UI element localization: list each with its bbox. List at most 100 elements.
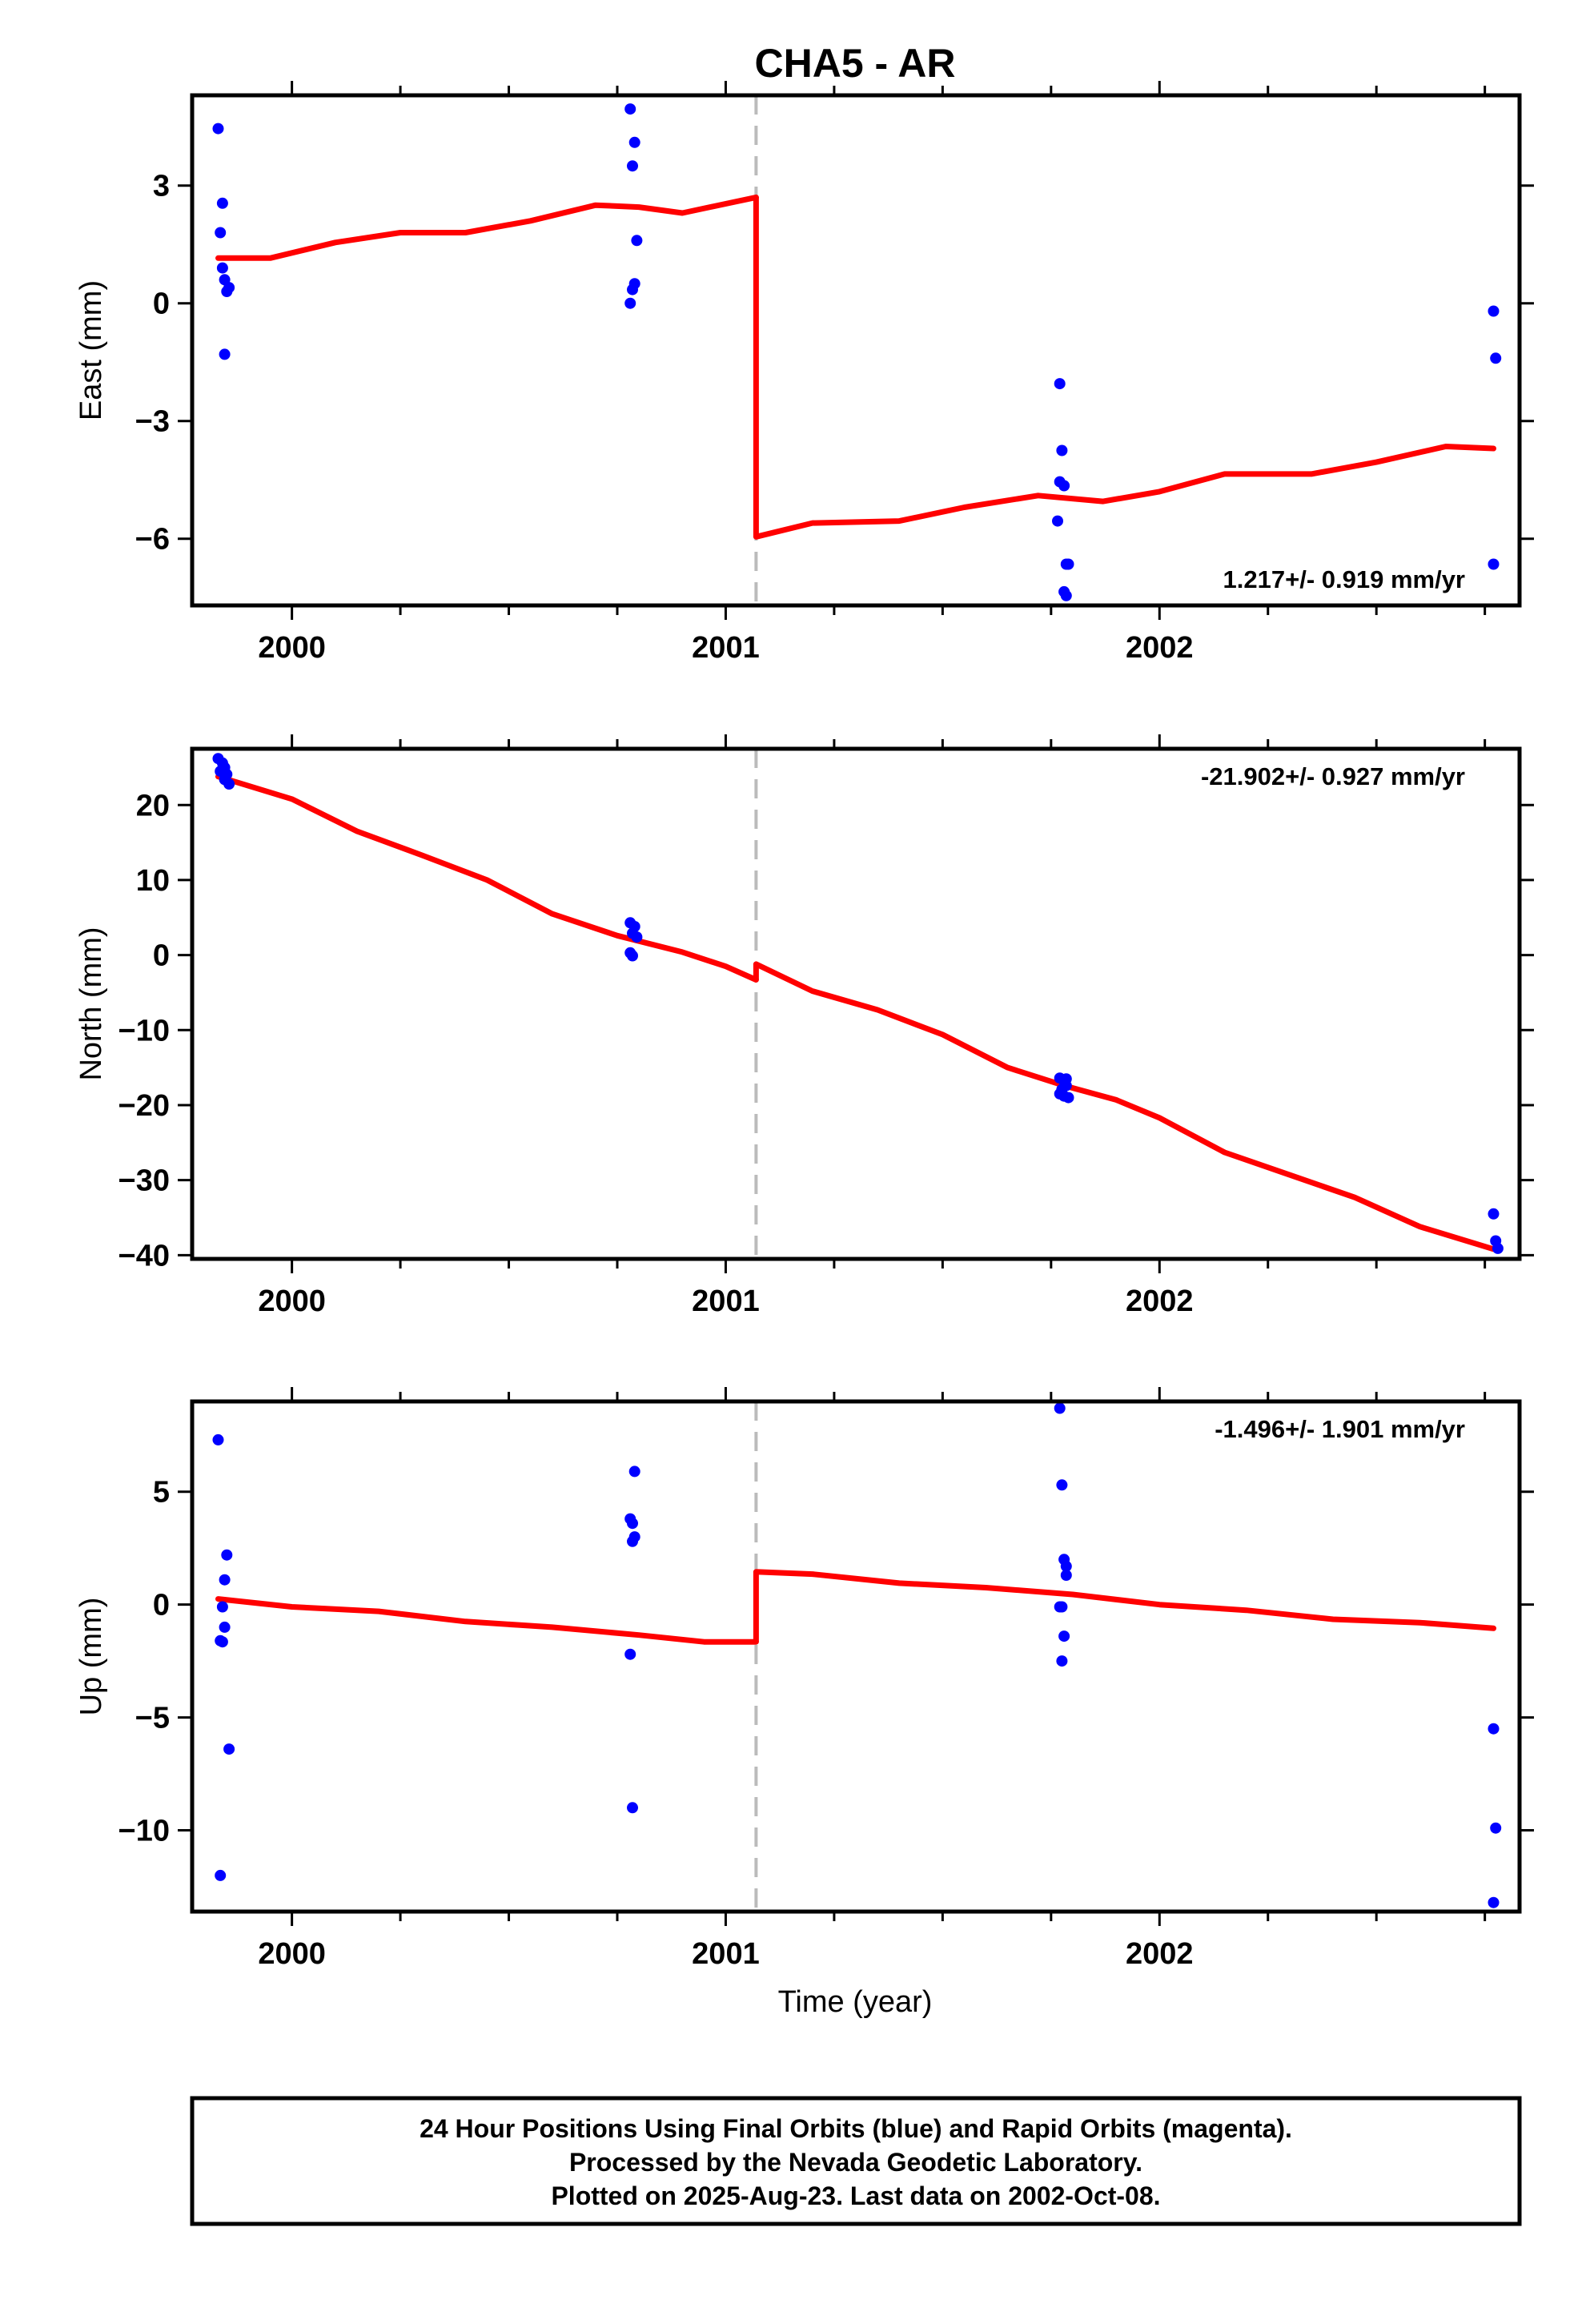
north-plot-frame [190, 746, 1522, 1261]
north-x-tick-label: 2000 [258, 1285, 326, 1318]
up-data-point [1054, 1402, 1066, 1414]
east-data-point [216, 197, 228, 209]
north-y-tick-label: −40 [118, 1239, 170, 1273]
up-data-point [1488, 1723, 1500, 1735]
up-data-point [1490, 1822, 1502, 1834]
east-y-tick-label: −6 [135, 523, 170, 557]
up-y-tick-label: −10 [118, 1815, 170, 1848]
north-x-tick-label: 2002 [1126, 1285, 1194, 1318]
north-y-tick-label: 10 [136, 864, 170, 898]
east-rate-label: 1.217+/- 0.919 mm/yr [1223, 565, 1465, 593]
east-data-point [216, 262, 228, 274]
north-data-point [1488, 1208, 1500, 1220]
east-data-point [1488, 558, 1500, 570]
up-data-point [215, 1869, 227, 1881]
up-data-point [627, 1802, 638, 1814]
up-data-point [1060, 1570, 1072, 1581]
north-y-tick-label: −20 [118, 1089, 170, 1123]
east-data-point [215, 227, 227, 239]
north-y-tick-label: 0 [153, 939, 170, 973]
east-data-point [1052, 515, 1063, 527]
east-data-point [1062, 558, 1074, 570]
east-data-point [628, 136, 640, 148]
up-data-point [627, 1535, 638, 1547]
x-axis-label: Time (year) [778, 1985, 933, 2019]
east-y-tick-label: 0 [153, 287, 170, 321]
up-data-point [628, 1466, 640, 1478]
east-data-point [1058, 480, 1070, 492]
east-model-segment-2 [753, 444, 1496, 540]
east-data-point [1490, 352, 1502, 364]
north-model-segment-2 [753, 961, 1496, 1252]
up-plot-frame [190, 1399, 1522, 1914]
up-data-point [1056, 1479, 1068, 1491]
east-data-point [219, 348, 231, 360]
up-data-point [221, 1549, 233, 1561]
north-data-point [1492, 1242, 1504, 1254]
east-y-axis-label: East (mm) [74, 280, 108, 420]
east-data-point [223, 282, 235, 294]
up-rate-label: -1.496+/- 1.901 mm/yr [1215, 1415, 1465, 1443]
north-data-point [627, 950, 638, 962]
east-x-tick-label: 2000 [258, 631, 326, 665]
east-y-tick-label: −3 [135, 405, 170, 439]
footer-line-1: 24 Hour Positions Using Final Orbits (bl… [420, 2114, 1292, 2143]
up-y-tick-label: 0 [153, 1589, 170, 1622]
up-y-tick-label: −5 [135, 1702, 170, 1735]
north-model-segment-1 [215, 774, 759, 983]
east-data-point [1060, 589, 1072, 601]
up-data-point [1056, 1601, 1068, 1613]
north-y-tick-label: −10 [118, 1014, 170, 1047]
north-y-axis-label: North (mm) [74, 927, 108, 1080]
east-y-tick-label: 3 [153, 170, 170, 203]
east-x-tick-label: 2002 [1126, 631, 1194, 665]
up-data-point [216, 1601, 228, 1613]
east-data-point [1488, 305, 1500, 317]
up-data-point [219, 1621, 231, 1633]
east-data-point [624, 297, 636, 309]
east-data-point [1054, 378, 1066, 390]
up-x-tick-label: 2002 [1126, 1937, 1194, 1971]
north-x-tick-label: 2001 [692, 1285, 760, 1318]
panel-east: 2000 2001 2002 −6 −3 0 3 East (mm) 1.217+/- 0.91… [74, 81, 1534, 665]
panel-up: 2000 2001 2002 −10 −5 0 5 Up (mm) -1.496+/- 1.90… [74, 1387, 1534, 1971]
east-data-point [212, 123, 224, 135]
east-data-point [627, 283, 638, 296]
north-y-tick-label: −30 [118, 1164, 170, 1198]
up-data-point [1488, 1896, 1500, 1908]
north-data-point [1060, 1073, 1072, 1085]
up-data-point [212, 1433, 224, 1445]
footer-frame [190, 2096, 1522, 2226]
east-data-point [1056, 444, 1068, 456]
footer-line-3: Plotted on 2025-Aug-23. Last data on 200… [551, 2181, 1160, 2210]
up-data-point [1060, 1560, 1072, 1572]
up-x-tick-label: 2001 [692, 1937, 760, 1971]
north-data-point [631, 931, 643, 943]
up-data-point [219, 1574, 231, 1586]
north-data-point [216, 763, 228, 775]
east-x-tick-label: 2001 [692, 631, 760, 665]
north-rate-label: -21.902+/- 0.927 mm/yr [1201, 762, 1465, 790]
up-model-segment-2 [753, 1569, 1496, 1631]
panel-north: 2000 2001 2002 −40 −30 −20 −10 0 10 20 North (mm) -… [74, 734, 1534, 1318]
up-data-point [223, 1743, 235, 1755]
up-data-point [624, 1648, 636, 1660]
east-data-point [627, 160, 638, 172]
north-y-tick-label: 20 [136, 789, 170, 822]
up-y-axis-label: Up (mm) [74, 1598, 108, 1716]
footer-box: 24 Hour Positions Using Final Orbits (bl… [190, 2096, 1522, 2226]
up-data-point [1056, 1655, 1068, 1667]
up-y-tick-label: 5 [153, 1476, 170, 1510]
east-data-point [631, 235, 643, 247]
east-plot-frame [190, 93, 1522, 608]
up-model-segment-1 [215, 1596, 759, 1645]
up-x-tick-label: 2000 [258, 1937, 326, 1971]
chart-title: CHA5 - AR [755, 41, 956, 86]
up-data-point [216, 1636, 228, 1648]
east-data-point [624, 103, 636, 115]
footer-line-2: Processed by the Nevada Geodetic Laborat… [569, 2148, 1142, 2177]
north-data-point [223, 778, 235, 790]
east-model-segment-1 [215, 194, 759, 261]
